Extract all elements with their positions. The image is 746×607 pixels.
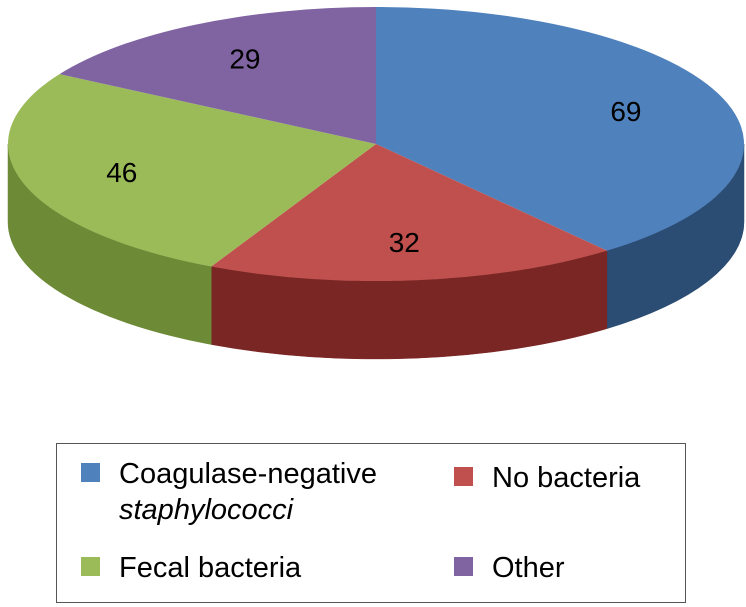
legend-label: Coagulase-negative staphylococci <box>119 456 377 528</box>
legend-label: No bacteria <box>492 462 641 494</box>
data-label-other: 29 <box>229 43 260 74</box>
legend-label-line1: Coagulase-negative <box>119 458 377 490</box>
legend-entry-coagulase-negative-staphylococci: Coagulase-negative staphylococci <box>81 456 377 528</box>
legend-swatch-red <box>454 467 473 486</box>
pie-slice-coagulase-negative-staphylococci <box>376 7 744 251</box>
legend-label: Fecal bacteria <box>119 552 302 584</box>
pie-slice-fecal-bacteria <box>7 74 376 267</box>
data-label-coagulase-negative-staphylococci: 69 <box>610 96 641 127</box>
pie-slice-other <box>59 7 376 144</box>
legend-entry-other: Other <box>454 550 565 586</box>
chart-legend: Coagulase-negative staphylococci No bact… <box>56 443 686 603</box>
legend-swatch-green <box>81 557 100 576</box>
legend-label: Other <box>492 552 565 584</box>
pie-sides <box>7 143 745 360</box>
pie-data-labels: 69 32 46 29 <box>106 43 641 258</box>
legend-entry-no-bacteria: No bacteria <box>454 460 640 496</box>
pie-slice-no-bacteria <box>211 144 607 281</box>
data-label-fecal-bacteria: 46 <box>106 157 137 188</box>
legend-swatch-blue <box>81 463 100 482</box>
legend-entry-fecal-bacteria: Fecal bacteria <box>81 550 301 586</box>
pie-chart: 69 32 46 29 <box>7 7 745 360</box>
legend-label-line2: staphylococci <box>119 494 294 526</box>
data-label-no-bacteria: 32 <box>389 227 420 258</box>
pie-tops <box>7 7 744 281</box>
legend-swatch-purple <box>454 557 473 576</box>
